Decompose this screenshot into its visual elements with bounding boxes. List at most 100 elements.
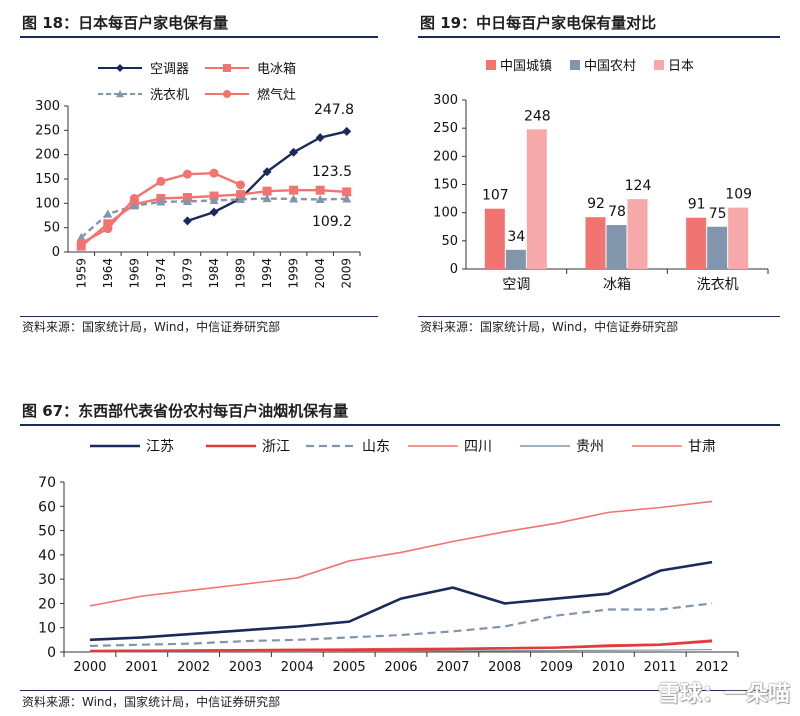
fig18-y-tick-label: 100 — [35, 196, 60, 211]
fig18-legend-marker-3 — [223, 90, 231, 98]
fig67-source: 资料来源：Wind，国家统计局，中信证券研究部 — [22, 695, 281, 709]
fig67-x-tick-label: 2011 — [644, 660, 677, 675]
fig19-bar-0 — [585, 217, 606, 269]
fig19-legend-label-1: 中国农村 — [584, 59, 636, 74]
fig18-point-2 — [315, 194, 325, 204]
fig19-data-label-2: 109 — [725, 187, 752, 203]
fig18-legend-marker-2 — [116, 90, 124, 98]
fig67-x-tick-label: 2001 — [125, 660, 158, 675]
fig18-point-1 — [315, 185, 325, 195]
fig18-point-2 — [209, 195, 219, 205]
fig19-data-label-1: 34 — [507, 229, 525, 245]
fig67-y-tick-label: 0 — [47, 645, 56, 661]
fig18-legend-label-2: 洗衣机 — [150, 87, 189, 103]
fig18-annotation-0: 247.8 — [314, 102, 354, 118]
fig67-x-tick-label: 2009 — [540, 660, 573, 675]
fig67-x-tick-label: 2012 — [696, 660, 729, 675]
fig67-series-line-0 — [89, 560, 713, 642]
fig67-y-tick-label: 30 — [38, 572, 56, 588]
fig19-data-label-1: 75 — [709, 206, 727, 222]
fig19-bar-2 — [526, 129, 547, 269]
fig18-point-3 — [182, 169, 192, 179]
fig67-legend-label-2: 山东 — [362, 439, 390, 455]
fig18-legend-label-0: 空调器 — [150, 62, 189, 77]
fig18-point-0 — [262, 167, 272, 177]
fig18-chart: 0 50 100 150 200 250 300 1959 1964 1969 1974 1979 19… — [35, 61, 361, 289]
fig19-title: 图 19：中日每百户家电保有量对比 — [420, 14, 657, 32]
fig18-title: 图 18：日本每百户家电保有量 — [22, 14, 229, 32]
fig18-annotation-1: 123.5 — [312, 164, 352, 180]
fig19-legend-swatch-2 — [654, 60, 664, 70]
fig19-bar-1 — [505, 249, 526, 269]
fig18-point-0 — [182, 216, 192, 226]
fig67-y-tick-label: 20 — [38, 596, 56, 612]
fig67-x-tick-label: 2002 — [177, 660, 210, 675]
fig19-y-tick-label: 50 — [441, 234, 458, 249]
fig67-series-line-1 — [89, 639, 713, 653]
fig67-title: 图 67：东西部代表省份农村每百户油烟机保有量 — [22, 402, 349, 420]
fig18-point-0 — [315, 133, 325, 143]
fig18-y-tick-label: 50 — [43, 221, 60, 236]
fig67-legend-label-3: 四川 — [464, 439, 492, 455]
fig18-point-0 — [289, 147, 299, 157]
fig67-legend-label-5: 甘肃 — [688, 439, 716, 455]
fig18-x-tick-label: 2004 — [313, 258, 327, 289]
fig18-point-1 — [103, 219, 113, 229]
fig18-x-tick-label: 1989 — [234, 258, 248, 289]
fig67-series-line-2 — [89, 602, 713, 648]
fig67-y-tick-label: 10 — [38, 621, 56, 637]
fig67-y-tick-label: 70 — [38, 475, 56, 491]
fig18-point-3 — [156, 176, 166, 186]
fig67-y-tick-label: 50 — [38, 524, 56, 540]
fig18-x-tick-label: 1964 — [101, 258, 115, 289]
fig18-y-tick-label: 250 — [35, 123, 60, 138]
watermark: 雪球：一朵喵 — [657, 682, 790, 707]
fig18-point-1 — [262, 186, 272, 196]
fig18-point-2 — [236, 194, 246, 204]
fig18-annotation-2: 109.2 — [312, 214, 352, 230]
fig19-bar-2 — [627, 199, 648, 269]
fig67-x-tick-label: 2004 — [281, 660, 314, 675]
fig19-data-label-2: 124 — [625, 178, 652, 194]
fig19-y-tick-label: 250 — [433, 121, 458, 136]
fig18-source: 资料来源：国家统计局，Wind，中信证券研究部 — [22, 320, 281, 334]
fig19-x-tick-label: 洗衣机 — [697, 277, 739, 293]
fig18-point-2 — [262, 193, 272, 203]
fig18-x-tick-label: 1974 — [154, 258, 168, 289]
fig18-legend-marker-0 — [116, 64, 124, 72]
fig18-point-3 — [209, 168, 219, 178]
fig19-y-tick-label: 300 — [433, 93, 458, 108]
fig67-legend-label-4: 贵州 — [576, 439, 604, 455]
fig18-point-1 — [236, 190, 246, 200]
fig18-point-1 — [342, 187, 352, 197]
fig18-point-0 — [209, 207, 219, 217]
fig18-legend-label-1: 电冰箱 — [257, 61, 296, 77]
fig18-x-tick-label: 1979 — [180, 258, 194, 289]
fig67-x-tick-label: 2005 — [333, 660, 366, 675]
fig19-data-label-0: 91 — [688, 197, 706, 213]
fig18-point-3 — [76, 238, 86, 248]
fig19-x-tick-label: 冰箱 — [603, 277, 631, 293]
fig18-point-3 — [103, 224, 113, 234]
fig19-data-label-1: 78 — [608, 204, 626, 220]
fig18-x-tick-label: 1984 — [207, 258, 221, 289]
fig19-y-tick-label: 100 — [433, 206, 458, 221]
fig19-legend-label-2: 日本 — [668, 59, 694, 74]
fig19-source-rule — [418, 316, 780, 317]
fig18-x-tick-label: 1994 — [260, 258, 274, 289]
fig18-point-3 — [129, 193, 139, 203]
fig67-y-tick-label: 40 — [38, 548, 56, 564]
fig18-point-3 — [236, 180, 246, 190]
fig67-x-tick-label: 2000 — [73, 660, 106, 675]
fig18-legend-marker-1 — [223, 64, 231, 72]
fig19-legend-swatch-1 — [570, 60, 580, 70]
fig18-y-tick-label: 0 — [52, 245, 60, 260]
fig67-x-tick-label: 2003 — [229, 660, 262, 675]
fig67-series-line-5 — [89, 500, 713, 607]
fig19-y-tick-label: 0 — [450, 262, 458, 277]
fig19-bar-2 — [728, 207, 749, 269]
fig67-x-tick-label: 2008 — [488, 660, 521, 675]
fig19-source: 资料来源：国家统计局，Wind，中信证券研究部 — [420, 320, 679, 334]
fig67-source-rule — [20, 690, 780, 691]
fig19-x-tick-label: 空调 — [502, 277, 530, 293]
